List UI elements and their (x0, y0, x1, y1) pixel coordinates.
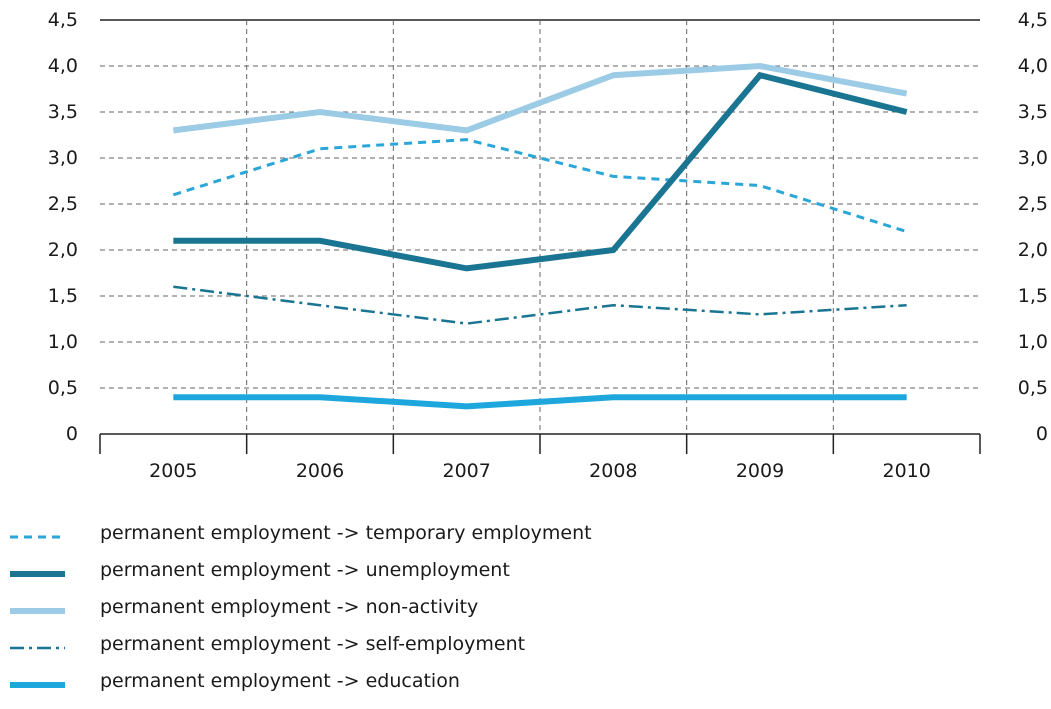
legend-label: permanent employment -> self-employment (100, 633, 526, 655)
legend-swatch-temporary (10, 535, 65, 539)
legend-label: permanent employment -> unemployment (100, 559, 510, 581)
y-tick-label-right: 4,0 (1018, 55, 1048, 77)
y-tick-label-right: 4,5 (1018, 9, 1048, 31)
legend-label: permanent employment -> temporary employ… (100, 522, 592, 544)
legend-item: permanent employment -> temporary employ… (0, 522, 1051, 552)
gridlines (100, 19, 980, 434)
y-tick-label-left: 4,0 (48, 55, 78, 77)
x-tick-label: 2005 (149, 460, 197, 482)
y-tick-label-left: 2,0 (48, 239, 78, 261)
legend-item: permanent employment -> self-employment (0, 633, 1051, 663)
series-line-4 (173, 394, 907, 410)
y-tick-label-right: 0,5 (1018, 377, 1048, 399)
legend-swatch-self-employment (10, 646, 65, 650)
series-line-0 (172, 138, 908, 234)
y-tick-label-right: 3,5 (1018, 101, 1048, 123)
y-tick-label-left: 1,5 (48, 285, 78, 307)
y-tick-label-right: 2,0 (1018, 239, 1048, 261)
series-line-3 (173, 285, 907, 325)
x-tick-label: 2010 (882, 460, 930, 482)
y-tick-label-left: 3,5 (48, 101, 78, 123)
y-tick-label-right: 1,5 (1018, 285, 1048, 307)
y-tick-label-right: 2,5 (1018, 193, 1048, 215)
legend-item: permanent employment -> unemployment (0, 559, 1051, 589)
legend-item: permanent employment -> education (0, 670, 1051, 700)
legend-label: permanent employment -> education (100, 670, 460, 692)
line-chart: 0 0 0,5 0,5 1,0 1,0 1,5 1,5 2,0 2,0 2,5 2,5 3,0 3,0 3,… (48, 9, 1048, 482)
legend-swatch-non-activity (10, 608, 65, 614)
series-lines (172, 62, 908, 410)
y-tick-label-right: 0 (1036, 423, 1048, 445)
y-tick-label-left: 3,0 (48, 147, 78, 169)
y-tick-label-left: 4,5 (48, 9, 78, 31)
tick-labels: 0 0 0,5 0,5 1,0 1,0 1,5 1,5 2,0 2,0 2,5 2,5 3,0 3,0 3,… (48, 9, 1048, 482)
legend-label: permanent employment -> non-activity (100, 596, 479, 618)
y-tick-label-left: 1,0 (48, 331, 78, 353)
x-tick-label: 2008 (589, 460, 637, 482)
y-tick-label-left: 0,5 (48, 377, 78, 399)
x-tick-label: 2007 (442, 460, 490, 482)
y-tick-label-right: 3,0 (1018, 147, 1048, 169)
legend-swatch-unemployment (10, 571, 65, 577)
axes (99, 433, 981, 454)
series-line-2 (172, 62, 908, 134)
y-tick-label-left: 2,5 (48, 193, 78, 215)
x-tick-label: 2006 (296, 460, 344, 482)
y-tick-label-left: 0 (66, 423, 78, 445)
legend-item: permanent employment -> non-activity (0, 596, 1051, 626)
series-line-1 (173, 71, 908, 272)
legend-swatch-education (10, 682, 65, 688)
y-tick-label-right: 1,0 (1018, 331, 1048, 353)
x-tick-label: 2009 (736, 460, 784, 482)
